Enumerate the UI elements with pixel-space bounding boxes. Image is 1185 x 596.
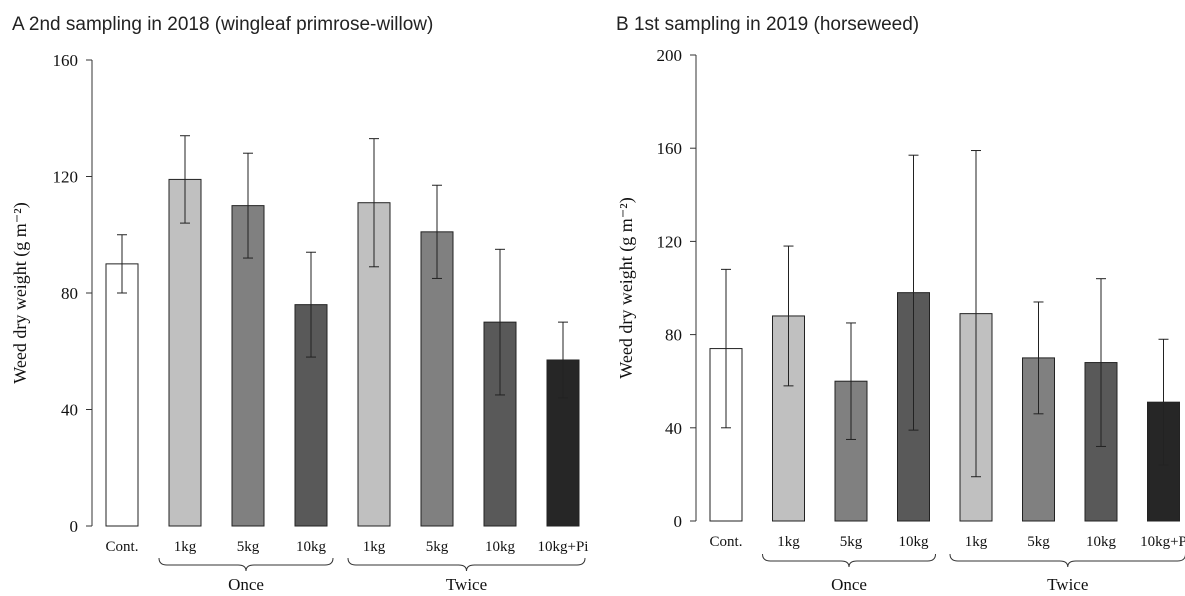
group-bracket (158, 557, 334, 572)
category-label: 10kg (485, 539, 516, 555)
category-label: 10kg (296, 539, 327, 555)
category-label: 1kg (174, 539, 197, 555)
category-label: 5kg (237, 539, 260, 555)
category-label: 5kg (840, 534, 863, 550)
category-label: 10kg (1086, 534, 1117, 550)
category-label: 1kg (777, 534, 800, 550)
y-tick-label: 160 (53, 51, 79, 70)
chart-0: 0 40 80 120 160 Weed dry weight (g m⁻²) Cont. 1… (10, 51, 588, 594)
y-axis-title: Weed dry weight (g m⁻²) (10, 202, 31, 383)
y-tick-label: 80 (665, 326, 682, 345)
y-tick-label: 0 (70, 517, 79, 536)
bar (231, 205, 265, 527)
category-label: Cont. (106, 539, 139, 555)
y-axis-title: Weed dry weight (g m⁻²) (616, 197, 637, 378)
category-label: 5kg (426, 539, 449, 555)
y-tick-label: 160 (657, 139, 683, 158)
chart-1: 0 40 80 120 160 200 Weed dry weight (g m⁻²) Con… (616, 46, 1185, 594)
category-label: 1kg (363, 539, 386, 555)
category-label: 10kg (899, 534, 930, 550)
category-label: 10kg+P (1140, 534, 1185, 550)
panel-b-title: B 1st sampling in 2019 (horseweed) (616, 14, 920, 35)
group-bracket (762, 553, 936, 568)
group-bracket (347, 557, 586, 572)
category-label: 10kg+Pi (538, 539, 589, 555)
y-tick-label: 80 (61, 284, 78, 303)
group-label: Twice (446, 575, 487, 594)
y-tick-label: 0 (674, 512, 683, 531)
group-label: Once (831, 575, 867, 594)
bar (546, 359, 580, 527)
y-tick-label: 120 (657, 232, 683, 251)
y-tick-label: 40 (61, 401, 78, 420)
group-bracket (949, 553, 1185, 568)
category-label: Cont. (710, 534, 743, 550)
y-tick-label: 120 (53, 168, 79, 187)
bar (105, 263, 139, 527)
bar (420, 231, 454, 527)
bar (168, 178, 202, 527)
y-tick-label: 40 (665, 419, 682, 438)
group-label: Twice (1047, 575, 1088, 594)
group-label: Once (228, 575, 264, 594)
y-tick-label: 200 (657, 46, 683, 65)
category-label: 1kg (965, 534, 988, 550)
category-label: 5kg (1027, 534, 1050, 550)
panel-a-title: A 2nd sampling in 2018 (wingleaf primros… (12, 14, 434, 35)
